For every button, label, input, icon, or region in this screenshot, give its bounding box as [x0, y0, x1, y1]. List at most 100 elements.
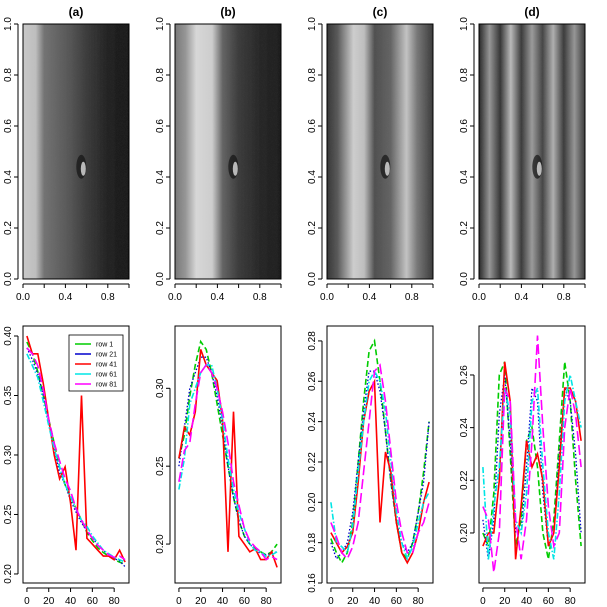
y-tick-label: 0.2	[307, 221, 318, 235]
y-tick-label: 0.0	[459, 272, 470, 286]
x-tick-label: 80	[413, 596, 425, 607]
y-tick-label: 0.20	[459, 523, 470, 543]
y-tick-label: 0.4	[155, 170, 166, 184]
legend-label: row 21	[96, 352, 117, 359]
x-tick-label: 0.0	[16, 292, 30, 303]
line-panel: row 1 row 21 row 41 row 61 row 81 0 20 40 60 80 0.…	[3, 325, 130, 607]
plot-frame	[478, 325, 586, 584]
series-group	[26, 335, 126, 568]
y-tick-label: 0.16	[307, 573, 318, 593]
x-tick-label: 0.8	[405, 292, 419, 303]
legend-label: row 1	[96, 342, 113, 349]
x-tick-label: 40	[369, 596, 381, 607]
x-tick-label: 40	[217, 596, 229, 607]
y-tick-label: 0.8	[307, 68, 318, 82]
legend-label: row 81	[96, 382, 117, 389]
x-tick-label: 0.0	[320, 292, 334, 303]
y-tick-label: 0.28	[307, 331, 318, 351]
x-tick-label: 0	[176, 596, 182, 607]
x-tick-label: 20	[499, 596, 511, 607]
series-line-row-81	[482, 335, 582, 573]
y-tick-label: 0.0	[155, 272, 166, 286]
series-line-row-81	[330, 363, 430, 561]
y-tick-label: 0.26	[307, 371, 318, 391]
y-tick-label: 0.25	[3, 504, 14, 524]
y-tick-label: 0.24	[307, 411, 318, 431]
series-line-row-21	[26, 347, 126, 568]
y-tick-label: 0.2	[3, 221, 14, 235]
defect-bright-mark	[80, 161, 86, 176]
series-line-row-21	[178, 356, 278, 556]
y-tick-label: 0.2	[155, 221, 166, 235]
grayscale-image	[23, 24, 129, 279]
series-line-row-81	[26, 347, 126, 561]
x-tick-label: 0.8	[101, 292, 115, 303]
defect-bright-mark	[232, 161, 238, 176]
legend-label: row 41	[96, 362, 117, 369]
y-tick-label: 0.0	[307, 272, 318, 286]
y-tick-label: 0.20	[307, 492, 318, 512]
y-tick-label: 1.0	[307, 17, 318, 31]
series-line-row-61	[482, 374, 582, 560]
y-tick-label: 0.30	[3, 445, 14, 465]
y-tick-label: 0.35	[3, 385, 14, 405]
y-tick-label: 1.0	[3, 17, 14, 31]
series-line-row-41	[482, 361, 582, 560]
image-panel: (d) 0.0 0.4 0.8 0.0 0.2 0.4 0.6 0.8 1.0	[459, 5, 586, 303]
x-tick-label: 60	[543, 596, 555, 607]
series-group	[482, 335, 582, 573]
x-tick-label: 80	[109, 596, 121, 607]
plot-frame	[326, 23, 434, 280]
x-tick-label: 40	[65, 596, 77, 607]
series-line-row-1	[330, 338, 430, 565]
x-tick-label: 0.4	[58, 292, 72, 303]
y-tick-label: 0.25	[155, 456, 166, 476]
panel-title: (c)	[373, 5, 388, 19]
y-tick-label: 0.20	[3, 564, 14, 584]
x-tick-label: 20	[195, 596, 207, 607]
y-tick-label: 0.22	[307, 452, 318, 472]
x-tick-label: 0.8	[557, 292, 571, 303]
y-tick-label: 0.26	[459, 365, 470, 385]
x-tick-label: 20	[347, 596, 359, 607]
x-tick-label: 0.0	[472, 292, 486, 303]
y-tick-label: 0.6	[307, 119, 318, 133]
y-tick-label: 0.0	[3, 272, 14, 286]
y-tick-label: 0.20	[155, 534, 166, 554]
y-tick-label: 0.8	[3, 68, 14, 82]
x-tick-label: 0.4	[362, 292, 376, 303]
x-tick-label: 20	[43, 596, 55, 607]
y-tick-label: 0.6	[3, 119, 14, 133]
x-tick-label: 60	[239, 596, 251, 607]
series-line-row-21	[330, 370, 430, 561]
line-panel: 0 20 40 60 80 0.16 0.18 0.20 0.22 0.24 0.26 0.28	[307, 325, 434, 607]
grayscale-image	[479, 24, 585, 279]
y-tick-label: 0.8	[459, 68, 470, 82]
x-tick-label: 0.0	[168, 292, 182, 303]
image-panel: (c) 0.0 0.4 0.8 0.0 0.2 0.4 0.6 0.8 1.0	[307, 5, 434, 303]
y-tick-label: 0.8	[155, 68, 166, 82]
x-tick-label: 0.8	[253, 292, 267, 303]
y-tick-label: 1.0	[459, 17, 470, 31]
y-tick-label: 0.4	[307, 170, 318, 184]
panel-title: (b)	[220, 5, 235, 19]
x-tick-label: 0	[24, 596, 30, 607]
x-tick-label: 80	[261, 596, 273, 607]
x-tick-label: 60	[87, 596, 99, 607]
line-panel: 0 20 40 60 80 0.20 0.22 0.24 0.26	[459, 325, 586, 607]
series-line-row-81	[178, 363, 278, 561]
y-tick-label: 0.40	[3, 326, 14, 346]
x-tick-label: 60	[391, 596, 403, 607]
image-panel: (b) 0.0 0.4 0.8 0.0 0.2 0.4 0.6 0.8 1.0	[155, 5, 282, 303]
y-tick-label: 0.6	[459, 119, 470, 133]
grayscale-image	[175, 24, 281, 279]
plot-frame	[174, 23, 282, 280]
legend-label: row 61	[96, 372, 117, 379]
plot-frame	[22, 23, 130, 280]
x-tick-label: 0	[480, 596, 486, 607]
series-line-row-41	[178, 349, 278, 568]
x-tick-label: 0	[328, 596, 334, 607]
x-tick-label: 0.4	[210, 292, 224, 303]
panel-title: (a)	[69, 5, 84, 19]
